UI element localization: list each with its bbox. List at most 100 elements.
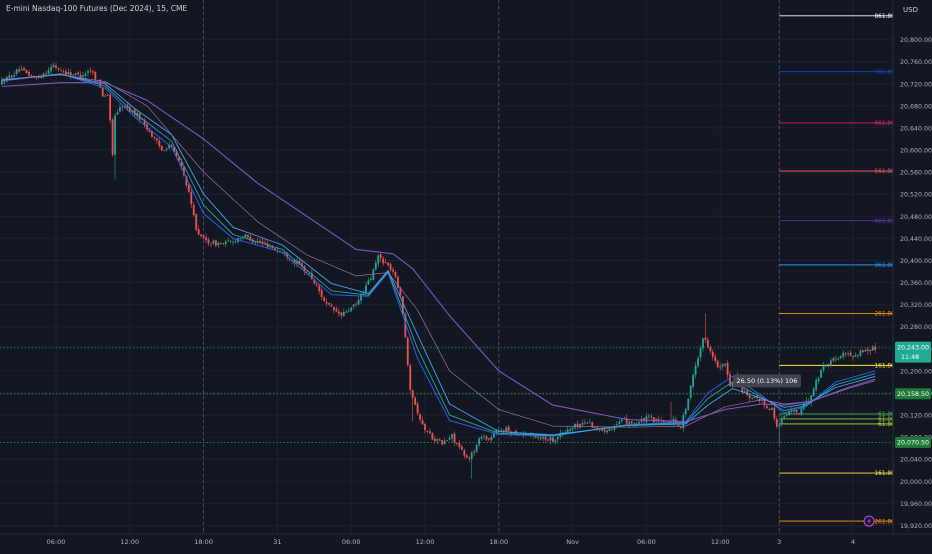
candle-body <box>847 353 850 355</box>
candle-body <box>338 311 340 314</box>
candle-body <box>20 68 23 71</box>
candle-body <box>60 70 62 72</box>
candle-body <box>544 436 547 440</box>
candle-body <box>827 363 830 365</box>
candle-body <box>185 176 188 186</box>
candle-body <box>785 415 788 416</box>
candle-body <box>564 431 567 433</box>
candle-body <box>773 407 776 419</box>
candle-body <box>854 355 857 357</box>
time-tick-label: 12:00 <box>711 538 730 546</box>
candle-body <box>163 150 166 152</box>
candle-body <box>330 304 333 307</box>
candle-body <box>465 455 468 458</box>
candle-body <box>751 398 754 399</box>
time-tick-label: Nov <box>566 538 579 546</box>
candle-body <box>601 429 604 431</box>
candle-body <box>286 253 289 258</box>
candle-body <box>101 88 104 97</box>
candle-body <box>18 69 20 72</box>
candle-body <box>436 438 439 441</box>
candle-body <box>45 73 48 75</box>
price-axis-panel[interactable] <box>893 0 932 534</box>
candle-body <box>625 418 628 424</box>
fib-level-label: 761.80% <box>874 70 900 76</box>
time-tick-label: 12:00 <box>120 538 139 546</box>
candle-body <box>274 248 276 250</box>
candle-body <box>397 276 399 288</box>
price-tag[interactable] <box>895 388 931 400</box>
candle-body <box>62 71 65 73</box>
measure-box[interactable] <box>732 374 801 388</box>
candle-body <box>57 68 60 70</box>
candle-body <box>0 80 3 85</box>
candle-body <box>438 439 441 441</box>
candle-body <box>630 421 633 424</box>
candle-body <box>470 452 473 459</box>
candle-body <box>15 69 18 74</box>
candle-body <box>8 75 11 78</box>
candle-body <box>74 73 77 76</box>
currency-label[interactable]: USD <box>903 6 918 14</box>
candle-body <box>468 457 471 459</box>
candle-body <box>394 272 397 277</box>
fib-level-label: 161.80% <box>874 364 900 370</box>
candle-body <box>650 416 653 418</box>
candle-body <box>87 71 89 73</box>
candle-body <box>399 287 402 296</box>
candle-body <box>244 234 247 238</box>
time-axis-panel[interactable] <box>0 534 932 550</box>
candle-body <box>655 418 658 422</box>
candle-body <box>84 73 87 76</box>
candle-body <box>534 435 537 438</box>
last-price-tag[interactable] <box>895 341 931 363</box>
candle-body <box>441 440 444 445</box>
moving-average-layer <box>1 73 876 437</box>
candle-body <box>200 234 203 237</box>
candle-body <box>694 365 697 375</box>
candle-body <box>834 358 837 360</box>
candle-body <box>687 398 690 410</box>
candle-body <box>362 292 365 294</box>
candle-body <box>178 156 180 161</box>
candle-body <box>537 437 540 438</box>
candle-body <box>611 428 613 430</box>
time-tick-label: 3 <box>777 538 781 546</box>
candle-body <box>249 236 252 241</box>
candle-body <box>406 337 409 366</box>
candle-body <box>837 358 840 360</box>
candle-body <box>232 241 235 243</box>
candle-body <box>121 106 124 108</box>
price-tick-label: 20,280.00 <box>900 324 932 331</box>
candle-body <box>392 269 394 272</box>
candle-body <box>414 397 417 405</box>
candle-body <box>561 432 564 434</box>
price-tick-label: 20,800.00 <box>900 37 932 44</box>
candle-body <box>384 262 387 264</box>
candle-body <box>593 426 596 428</box>
candle-body <box>424 423 426 431</box>
candle-body <box>106 94 109 96</box>
candle-body <box>116 112 119 115</box>
candle-body <box>707 339 709 347</box>
candle-body <box>298 261 301 265</box>
candle-body <box>313 279 316 284</box>
candle-body <box>766 406 768 408</box>
price-tick-label: 20,320.00 <box>900 302 932 309</box>
lightning-icon[interactable] <box>863 515 875 527</box>
price-tag[interactable] <box>895 436 931 448</box>
candle-body <box>576 423 579 428</box>
fib-level-label: 861.80% <box>874 14 900 20</box>
candle-body <box>215 240 217 246</box>
candle-body <box>234 241 237 243</box>
candle-body <box>35 76 38 78</box>
candle-body <box>832 358 835 361</box>
candle-body <box>586 422 589 424</box>
candle-body <box>871 346 874 351</box>
candle-body <box>743 391 746 393</box>
candle-body <box>210 244 212 245</box>
candle-body <box>333 307 335 311</box>
candle-body <box>719 366 722 368</box>
